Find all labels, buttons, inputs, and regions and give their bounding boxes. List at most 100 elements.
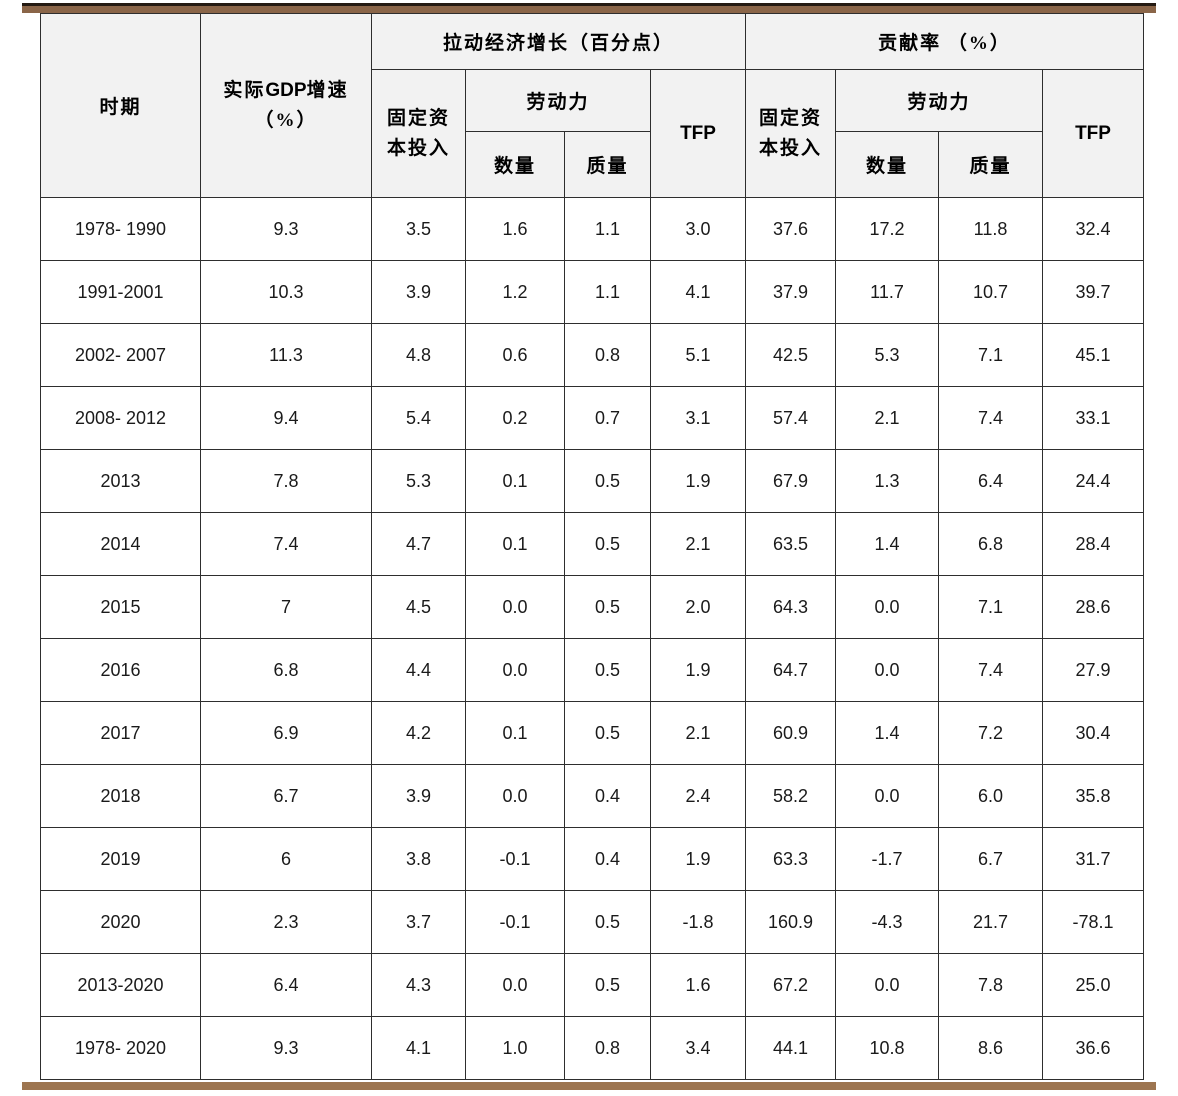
value-cell: 4.4 <box>371 638 466 702</box>
header-gdp-line2: （%） <box>254 109 318 131</box>
value-cell: 0.5 <box>564 890 651 954</box>
value-cell: 11.8 <box>938 197 1044 261</box>
value-cell: 2.1 <box>649 512 747 576</box>
header-tfp-left: TFP <box>649 69 747 198</box>
period-cell: 1978- 1990 <box>40 197 201 261</box>
value-cell: 10.3 <box>200 260 372 324</box>
value-cell: 6.8 <box>938 512 1044 576</box>
table-row: 2017 6.9 4.2 0.1 0.5 2.1 60.9 1.4 7.2 30.4 <box>40 701 1145 765</box>
value-cell: 42.5 <box>745 323 837 387</box>
period-cell: 2020 <box>40 890 201 954</box>
value-cell: 3.9 <box>371 764 466 828</box>
value-cell: 4.1 <box>649 260 747 324</box>
period-cell: 2002- 2007 <box>40 323 201 387</box>
value-cell: 1.3 <box>835 449 940 513</box>
value-cell: 24.4 <box>1042 449 1145 513</box>
value-cell: 4.7 <box>371 512 466 576</box>
header-fixed-capital-right: 固定资 本投入 <box>745 69 837 198</box>
value-cell: 9.4 <box>200 386 372 450</box>
value-cell: 0.0 <box>465 638 565 702</box>
value-cell: 0.0 <box>465 575 565 639</box>
value-cell: 9.3 <box>200 197 372 261</box>
bottom-divider-bar <box>22 1082 1156 1090</box>
table-row: 2018 6.7 3.9 0.0 0.4 2.4 58.2 0.0 6.0 35.8 <box>40 764 1145 828</box>
table-row: 2008- 2012 9.4 5.4 0.2 0.7 3.1 57.4 2.1 7.4 33.1 <box>40 386 1145 450</box>
table-row: 2013-2020 6.4 4.3 0.0 0.5 1.6 67.2 0.0 7.8 25.0 <box>40 953 1145 1017</box>
value-cell: 1.9 <box>649 827 747 891</box>
value-cell: 45.1 <box>1042 323 1145 387</box>
value-cell: 0.8 <box>564 1016 651 1080</box>
value-cell: 0.0 <box>465 764 565 828</box>
value-cell: 0.1 <box>465 449 565 513</box>
value-cell: -0.1 <box>465 890 565 954</box>
value-cell: 3.9 <box>371 260 466 324</box>
value-cell: 2.4 <box>649 764 747 828</box>
value-cell: 6.7 <box>938 827 1044 891</box>
header-real-gdp-growth: 实际GDP增速 （%） <box>200 13 372 198</box>
value-cell: 3.7 <box>371 890 466 954</box>
value-cell: 7.8 <box>200 449 372 513</box>
value-cell: 0.5 <box>564 953 651 1017</box>
table-row: 2020 2.3 3.7 -0.1 0.5 -1.8 160.9 -4.3 21.7 -78.1 <box>40 890 1145 954</box>
value-cell: 60.9 <box>745 701 837 765</box>
value-cell: 7.1 <box>938 575 1044 639</box>
value-cell: 2.1 <box>835 386 940 450</box>
value-cell: 6.7 <box>200 764 372 828</box>
value-cell: 6.9 <box>200 701 372 765</box>
value-cell: 0.1 <box>465 701 565 765</box>
value-cell: 7.1 <box>938 323 1044 387</box>
value-cell: 0.4 <box>564 827 651 891</box>
value-cell: 0.5 <box>564 449 651 513</box>
header-period: 时期 <box>40 13 201 198</box>
period-cell: 2019 <box>40 827 201 891</box>
header-labor-quality-right: 质量 <box>938 131 1044 198</box>
value-cell: 0.5 <box>564 575 651 639</box>
table-row: 2015 7 4.5 0.0 0.5 2.0 64.3 0.0 7.1 28.6 <box>40 575 1145 639</box>
value-cell: 0.1 <box>465 512 565 576</box>
value-cell: 3.8 <box>371 827 466 891</box>
value-cell: 64.3 <box>745 575 837 639</box>
value-cell: 7.4 <box>938 638 1044 702</box>
value-cell: 17.2 <box>835 197 940 261</box>
table-row: 2013 7.8 5.3 0.1 0.5 1.9 67.9 1.3 6.4 24.4 <box>40 449 1145 513</box>
value-cell: 5.1 <box>649 323 747 387</box>
value-cell: -0.1 <box>465 827 565 891</box>
period-cell: 2016 <box>40 638 201 702</box>
value-cell: 27.9 <box>1042 638 1145 702</box>
value-cell: 0.2 <box>465 386 565 450</box>
value-cell: 5.4 <box>371 386 466 450</box>
value-cell: 33.1 <box>1042 386 1145 450</box>
value-cell: 1.6 <box>465 197 565 261</box>
gdp-growth-decomposition-table: 时期 实际GDP增速 （%） 拉动经济增长（百分点） 贡献率 （%） 固定资 本… <box>40 13 1145 1080</box>
table-row: 1991-2001 10.3 3.9 1.2 1.1 4.1 37.9 11.7 10.7 39.… <box>40 260 1145 324</box>
header-gdp-line1: 实际GDP增速 <box>223 80 349 102</box>
period-cell: 2017 <box>40 701 201 765</box>
value-cell: 7.4 <box>200 512 372 576</box>
value-cell: 5.3 <box>371 449 466 513</box>
value-cell: 7 <box>200 575 372 639</box>
value-cell: 0.0 <box>835 638 940 702</box>
value-cell: 28.6 <box>1042 575 1145 639</box>
value-cell: 3.1 <box>649 386 747 450</box>
header-labor-left: 劳动力 <box>465 69 651 132</box>
period-cell: 2014 <box>40 512 201 576</box>
value-cell: 64.7 <box>745 638 837 702</box>
value-cell: 8.6 <box>938 1016 1044 1080</box>
value-cell: 0.0 <box>835 953 940 1017</box>
value-cell: 10.8 <box>835 1016 940 1080</box>
value-cell: 36.6 <box>1042 1016 1145 1080</box>
value-cell: 11.3 <box>200 323 372 387</box>
value-cell: 63.3 <box>745 827 837 891</box>
value-cell: -1.8 <box>649 890 747 954</box>
header-labor-quantity-left: 数量 <box>465 131 565 198</box>
value-cell: 0.5 <box>564 701 651 765</box>
value-cell: 0.5 <box>564 638 651 702</box>
value-cell: 4.2 <box>371 701 466 765</box>
value-cell: 32.4 <box>1042 197 1145 261</box>
value-cell: 0.7 <box>564 386 651 450</box>
value-cell: 0.5 <box>564 512 651 576</box>
table-row: 2002- 2007 11.3 4.8 0.6 0.8 5.1 42.5 5.3 7.1 45.1 <box>40 323 1145 387</box>
value-cell: 1.1 <box>564 197 651 261</box>
value-cell: 4.1 <box>371 1016 466 1080</box>
